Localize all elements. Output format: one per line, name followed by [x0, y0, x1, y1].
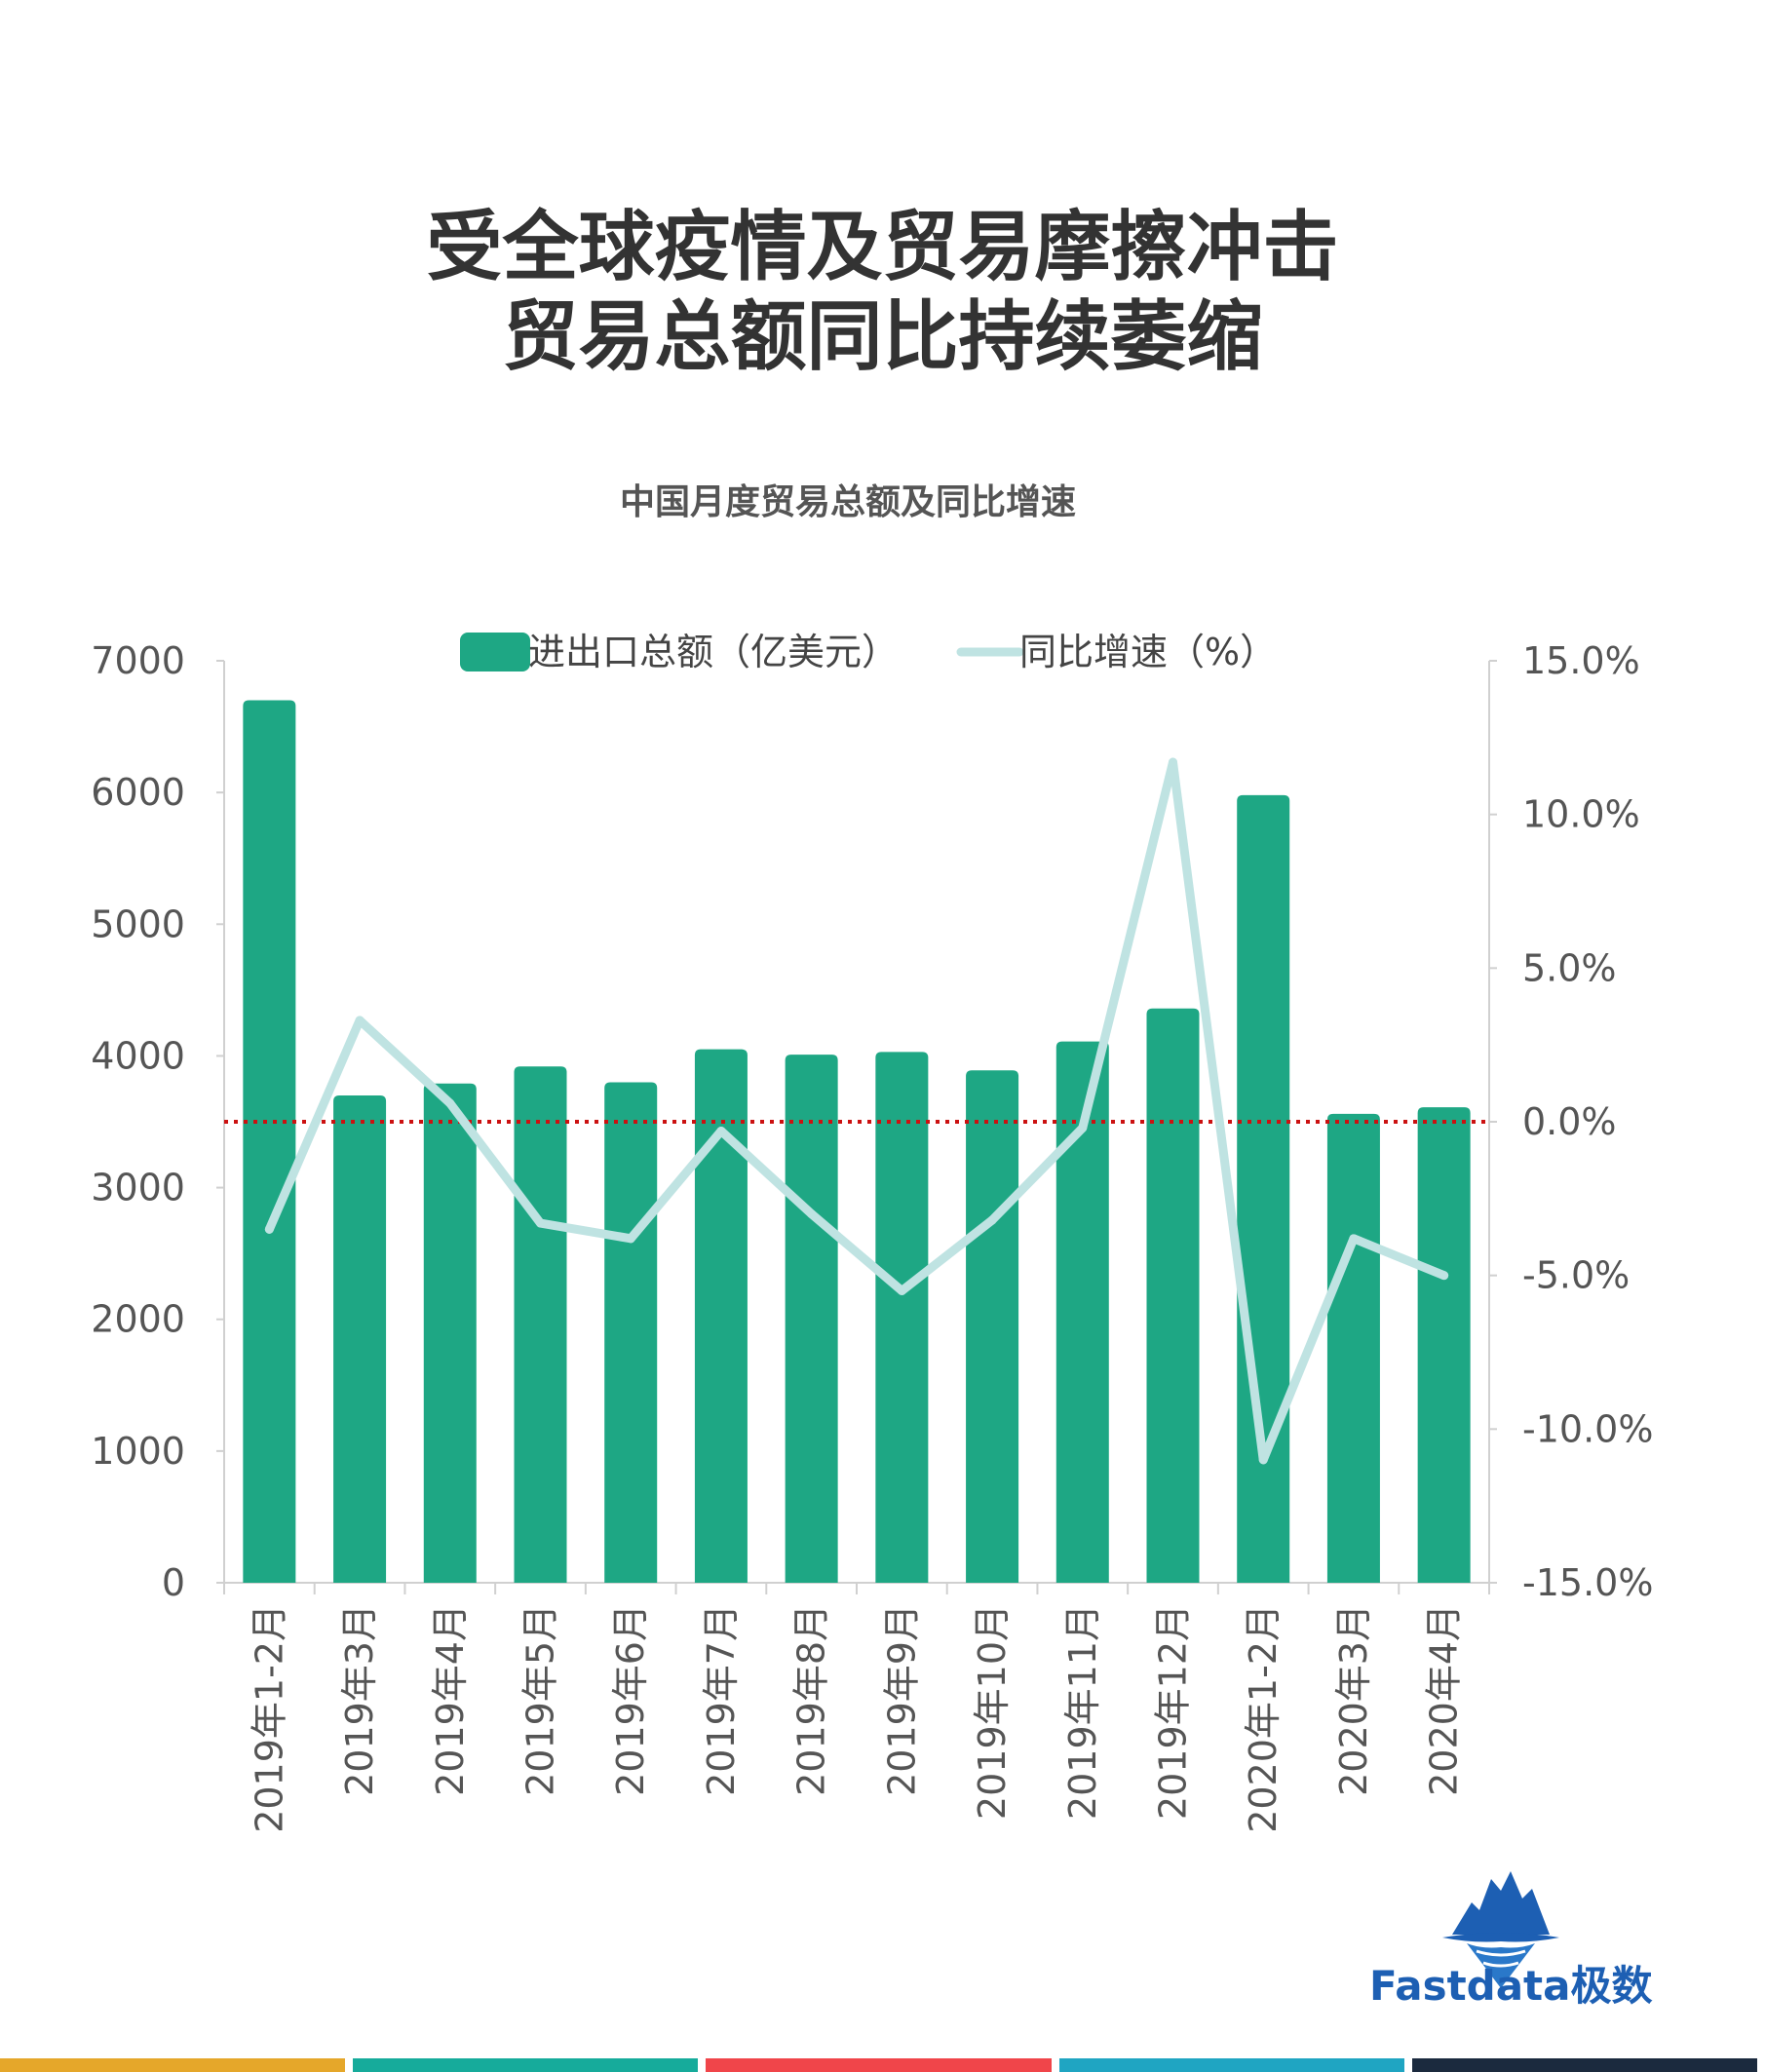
left-tick-label: 6000 — [91, 771, 185, 814]
bar — [1417, 1107, 1471, 1583]
bar — [604, 1082, 658, 1583]
growth-rate-point — [716, 1126, 726, 1135]
bar — [1237, 794, 1290, 1583]
x-tick-label: 2019年11月 — [1061, 1604, 1104, 1820]
x-tick-label: 2020年4月 — [1423, 1604, 1466, 1796]
growth-rate-point — [1169, 757, 1177, 767]
x-tick-label: 2020年3月 — [1332, 1604, 1375, 1796]
x-tick-label: 2019年5月 — [519, 1604, 562, 1796]
bottom-bar-segment — [706, 2058, 1052, 2072]
growth-rate-point — [1258, 1455, 1268, 1465]
legend-swatch-bar — [460, 633, 530, 671]
x-tick-label: 2019年7月 — [700, 1604, 743, 1796]
growth-rate-point — [626, 1234, 635, 1244]
right-tick-label: -15.0% — [1522, 1561, 1653, 1604]
x-tick-label: 2019年10月 — [971, 1604, 1014, 1820]
legend-label-line: 同比增速（%） — [1019, 631, 1277, 673]
left-tick-label: 2000 — [91, 1298, 185, 1341]
growth-rate-point — [807, 1209, 817, 1219]
left-tick-label: 4000 — [91, 1034, 185, 1077]
bottom-bar-segment — [1411, 2058, 1758, 2072]
bar — [1055, 1041, 1109, 1583]
growth-rate-point — [1439, 1271, 1449, 1281]
x-tick-label: 2019年4月 — [429, 1604, 472, 1796]
growth-rate-point — [355, 1016, 365, 1025]
bottom-bar-segment — [1058, 2058, 1404, 2072]
growth-rate-line — [264, 757, 1449, 1465]
left-tick-label: 5000 — [91, 902, 185, 945]
left-tick-label: 7000 — [91, 639, 185, 682]
chart-title-line2: 贸易总额同比持续萎缩 — [502, 293, 1263, 381]
bar — [1326, 1113, 1380, 1583]
legend-label-bar: 进出口总额（亿美元） — [528, 631, 899, 673]
chart-title-line1: 受全球疫情及贸易摩擦冲击 — [426, 204, 1339, 291]
right-tick-label: 0.0% — [1522, 1100, 1617, 1143]
right-tick-label: -5.0% — [1522, 1254, 1630, 1297]
bar — [514, 1066, 567, 1583]
bottom-bar-segment — [353, 2058, 699, 2072]
growth-rate-point — [1349, 1234, 1359, 1244]
bar — [875, 1052, 929, 1583]
chart-subtitle: 中国月度贸易总额及同比增速 — [619, 482, 1076, 522]
x-tick-label: 2020年1-2月 — [1242, 1604, 1285, 1833]
growth-rate-point — [1078, 1123, 1088, 1132]
trade-chart: 0 1000 2000 3000 4000 5000 6000 7000 -15.0% -10.0… — [91, 631, 1653, 1833]
bar — [966, 1070, 1019, 1583]
left-tick-label: 1000 — [91, 1430, 185, 1473]
growth-rate-point — [897, 1285, 906, 1295]
x-tick-label: 2019年3月 — [338, 1604, 381, 1796]
x-tick-label: 2019年1-2月 — [248, 1604, 290, 1833]
bottom-color-bar — [0, 2058, 1765, 2072]
right-tick-label: 10.0% — [1522, 793, 1640, 836]
bar — [333, 1094, 387, 1583]
left-tick-label: 3000 — [91, 1167, 185, 1209]
bar — [785, 1055, 838, 1583]
bar — [423, 1083, 477, 1583]
iceberg-logo-icon — [1442, 1871, 1559, 1988]
right-tick-label: 5.0% — [1522, 946, 1617, 989]
x-tick-label: 2019年8月 — [790, 1604, 833, 1796]
right-tick-label: 15.0% — [1522, 639, 1640, 682]
bar — [694, 1049, 748, 1583]
growth-rate-point — [445, 1098, 455, 1108]
x-tick-label: 2019年6月 — [609, 1604, 652, 1796]
growth-rate-point — [264, 1224, 274, 1234]
bar — [243, 700, 296, 1583]
x-tick-label: 2019年12月 — [1152, 1604, 1195, 1820]
growth-rate-point — [536, 1218, 545, 1228]
bar — [1146, 1008, 1200, 1583]
growth-rate-point — [987, 1215, 997, 1225]
right-tick-label: -10.0% — [1522, 1407, 1653, 1450]
x-tick-label: 2019年9月 — [880, 1604, 923, 1796]
left-tick-label: 0 — [162, 1561, 185, 1604]
bottom-bar-segment — [0, 2058, 346, 2072]
brand-name: Fastdata极数 — [1369, 1962, 1653, 2010]
